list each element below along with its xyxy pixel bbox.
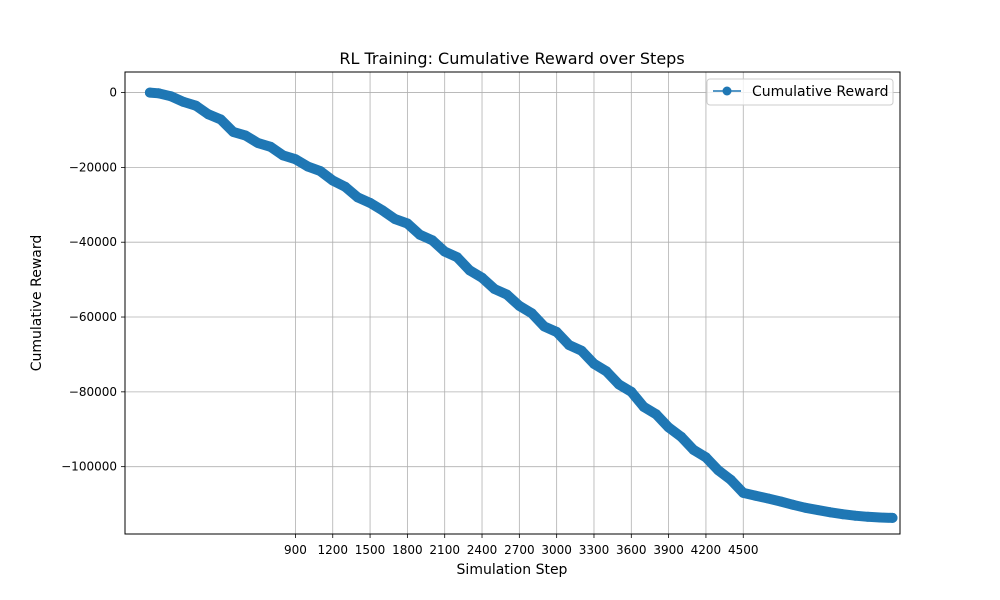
x-axis-ticks: 900 1200 1500 1800 2100 2400 2700 3000 3300 3600 3… xyxy=(284,534,759,557)
data-point xyxy=(589,358,599,369)
x-tick-label: 3600 xyxy=(616,543,647,557)
data-point xyxy=(725,474,736,485)
data-point xyxy=(750,490,761,501)
data-point xyxy=(253,138,264,149)
y-axis-label: Cumulative Reward xyxy=(29,235,45,372)
data-point xyxy=(514,300,525,311)
data-point xyxy=(676,431,687,442)
x-tick-label: 1200 xyxy=(317,543,348,557)
data-point xyxy=(763,493,774,504)
data-point xyxy=(825,507,836,518)
data-point xyxy=(601,366,612,377)
data-point xyxy=(464,265,475,276)
y-tick-label: −20000 xyxy=(69,160,117,174)
data-point xyxy=(626,386,637,397)
x-tick-label: 2700 xyxy=(504,543,535,557)
data-point xyxy=(166,91,176,102)
data-point xyxy=(352,192,363,203)
data-point xyxy=(837,509,848,520)
y-tick-label: −80000 xyxy=(69,385,117,399)
data-point xyxy=(875,512,886,523)
data-point xyxy=(452,252,463,263)
data-point xyxy=(265,141,276,152)
x-tick-label: 2400 xyxy=(467,543,498,557)
x-tick-label: 4200 xyxy=(691,543,722,557)
data-point xyxy=(651,409,662,420)
legend-marker-swatch xyxy=(722,86,732,96)
data-point xyxy=(775,496,786,507)
data-point xyxy=(812,505,823,516)
data-point xyxy=(327,175,338,186)
plot-area xyxy=(144,87,898,523)
data-point xyxy=(144,87,155,98)
data-point xyxy=(215,114,226,125)
data-point xyxy=(240,130,251,141)
data-point xyxy=(738,487,749,498)
data-point xyxy=(887,512,898,523)
data-point xyxy=(862,511,873,522)
x-tick-label: 3900 xyxy=(653,543,684,557)
data-point xyxy=(526,308,537,319)
data-point xyxy=(439,246,450,257)
data-point xyxy=(228,126,239,137)
plot-frame xyxy=(124,71,901,535)
data-point xyxy=(365,197,376,208)
data-point xyxy=(178,96,189,107)
x-tick-label: 1800 xyxy=(392,543,423,557)
data-point xyxy=(663,422,674,433)
data-point xyxy=(713,465,724,476)
data-point xyxy=(203,109,214,120)
y-axis-ticks: 0 −20000 −40000 −60000 −80000 −100000 xyxy=(61,86,125,474)
data-point xyxy=(501,289,512,300)
data-point xyxy=(800,502,811,513)
x-axis-label: Simulation Step xyxy=(457,562,568,578)
data-point xyxy=(190,100,201,111)
x-tick-label: 900 xyxy=(284,543,307,557)
y-tick-label: −100000 xyxy=(61,460,117,474)
data-point xyxy=(278,150,288,161)
data-point xyxy=(688,444,699,455)
grid xyxy=(125,72,900,534)
data-point xyxy=(290,154,301,165)
x-tick-label: 1500 xyxy=(355,543,386,557)
data-point xyxy=(153,88,164,99)
x-tick-label: 3300 xyxy=(579,543,610,557)
y-tick-label: −60000 xyxy=(69,310,117,324)
data-point xyxy=(613,379,624,390)
legend: Cumulative Reward xyxy=(706,78,894,106)
data-point xyxy=(340,181,351,192)
chart-title: RL Training: Cumulative Reward over Step… xyxy=(339,49,684,68)
data-point xyxy=(489,284,500,294)
data-point xyxy=(788,499,798,510)
y-tick-label: 0 xyxy=(109,86,117,100)
legend-frame xyxy=(706,78,894,106)
data-point xyxy=(576,345,587,356)
data-point xyxy=(377,205,388,216)
data-point xyxy=(638,401,649,412)
data-point xyxy=(302,161,313,172)
data-point xyxy=(539,321,550,332)
x-tick-label: 3000 xyxy=(541,543,572,557)
data-point xyxy=(427,235,438,246)
data-point xyxy=(414,229,425,240)
data-point xyxy=(564,340,575,351)
data-point xyxy=(315,166,326,177)
data-point xyxy=(477,272,487,283)
data-point xyxy=(700,452,711,463)
x-tick-label: 2100 xyxy=(429,543,460,557)
data-point xyxy=(389,214,400,224)
data-point xyxy=(402,218,413,229)
data-point xyxy=(850,510,861,521)
y-tick-label: −40000 xyxy=(69,235,117,249)
legend-entry-label: Cumulative Reward xyxy=(752,84,889,100)
data-point xyxy=(551,327,562,337)
x-tick-label: 4500 xyxy=(728,543,759,557)
